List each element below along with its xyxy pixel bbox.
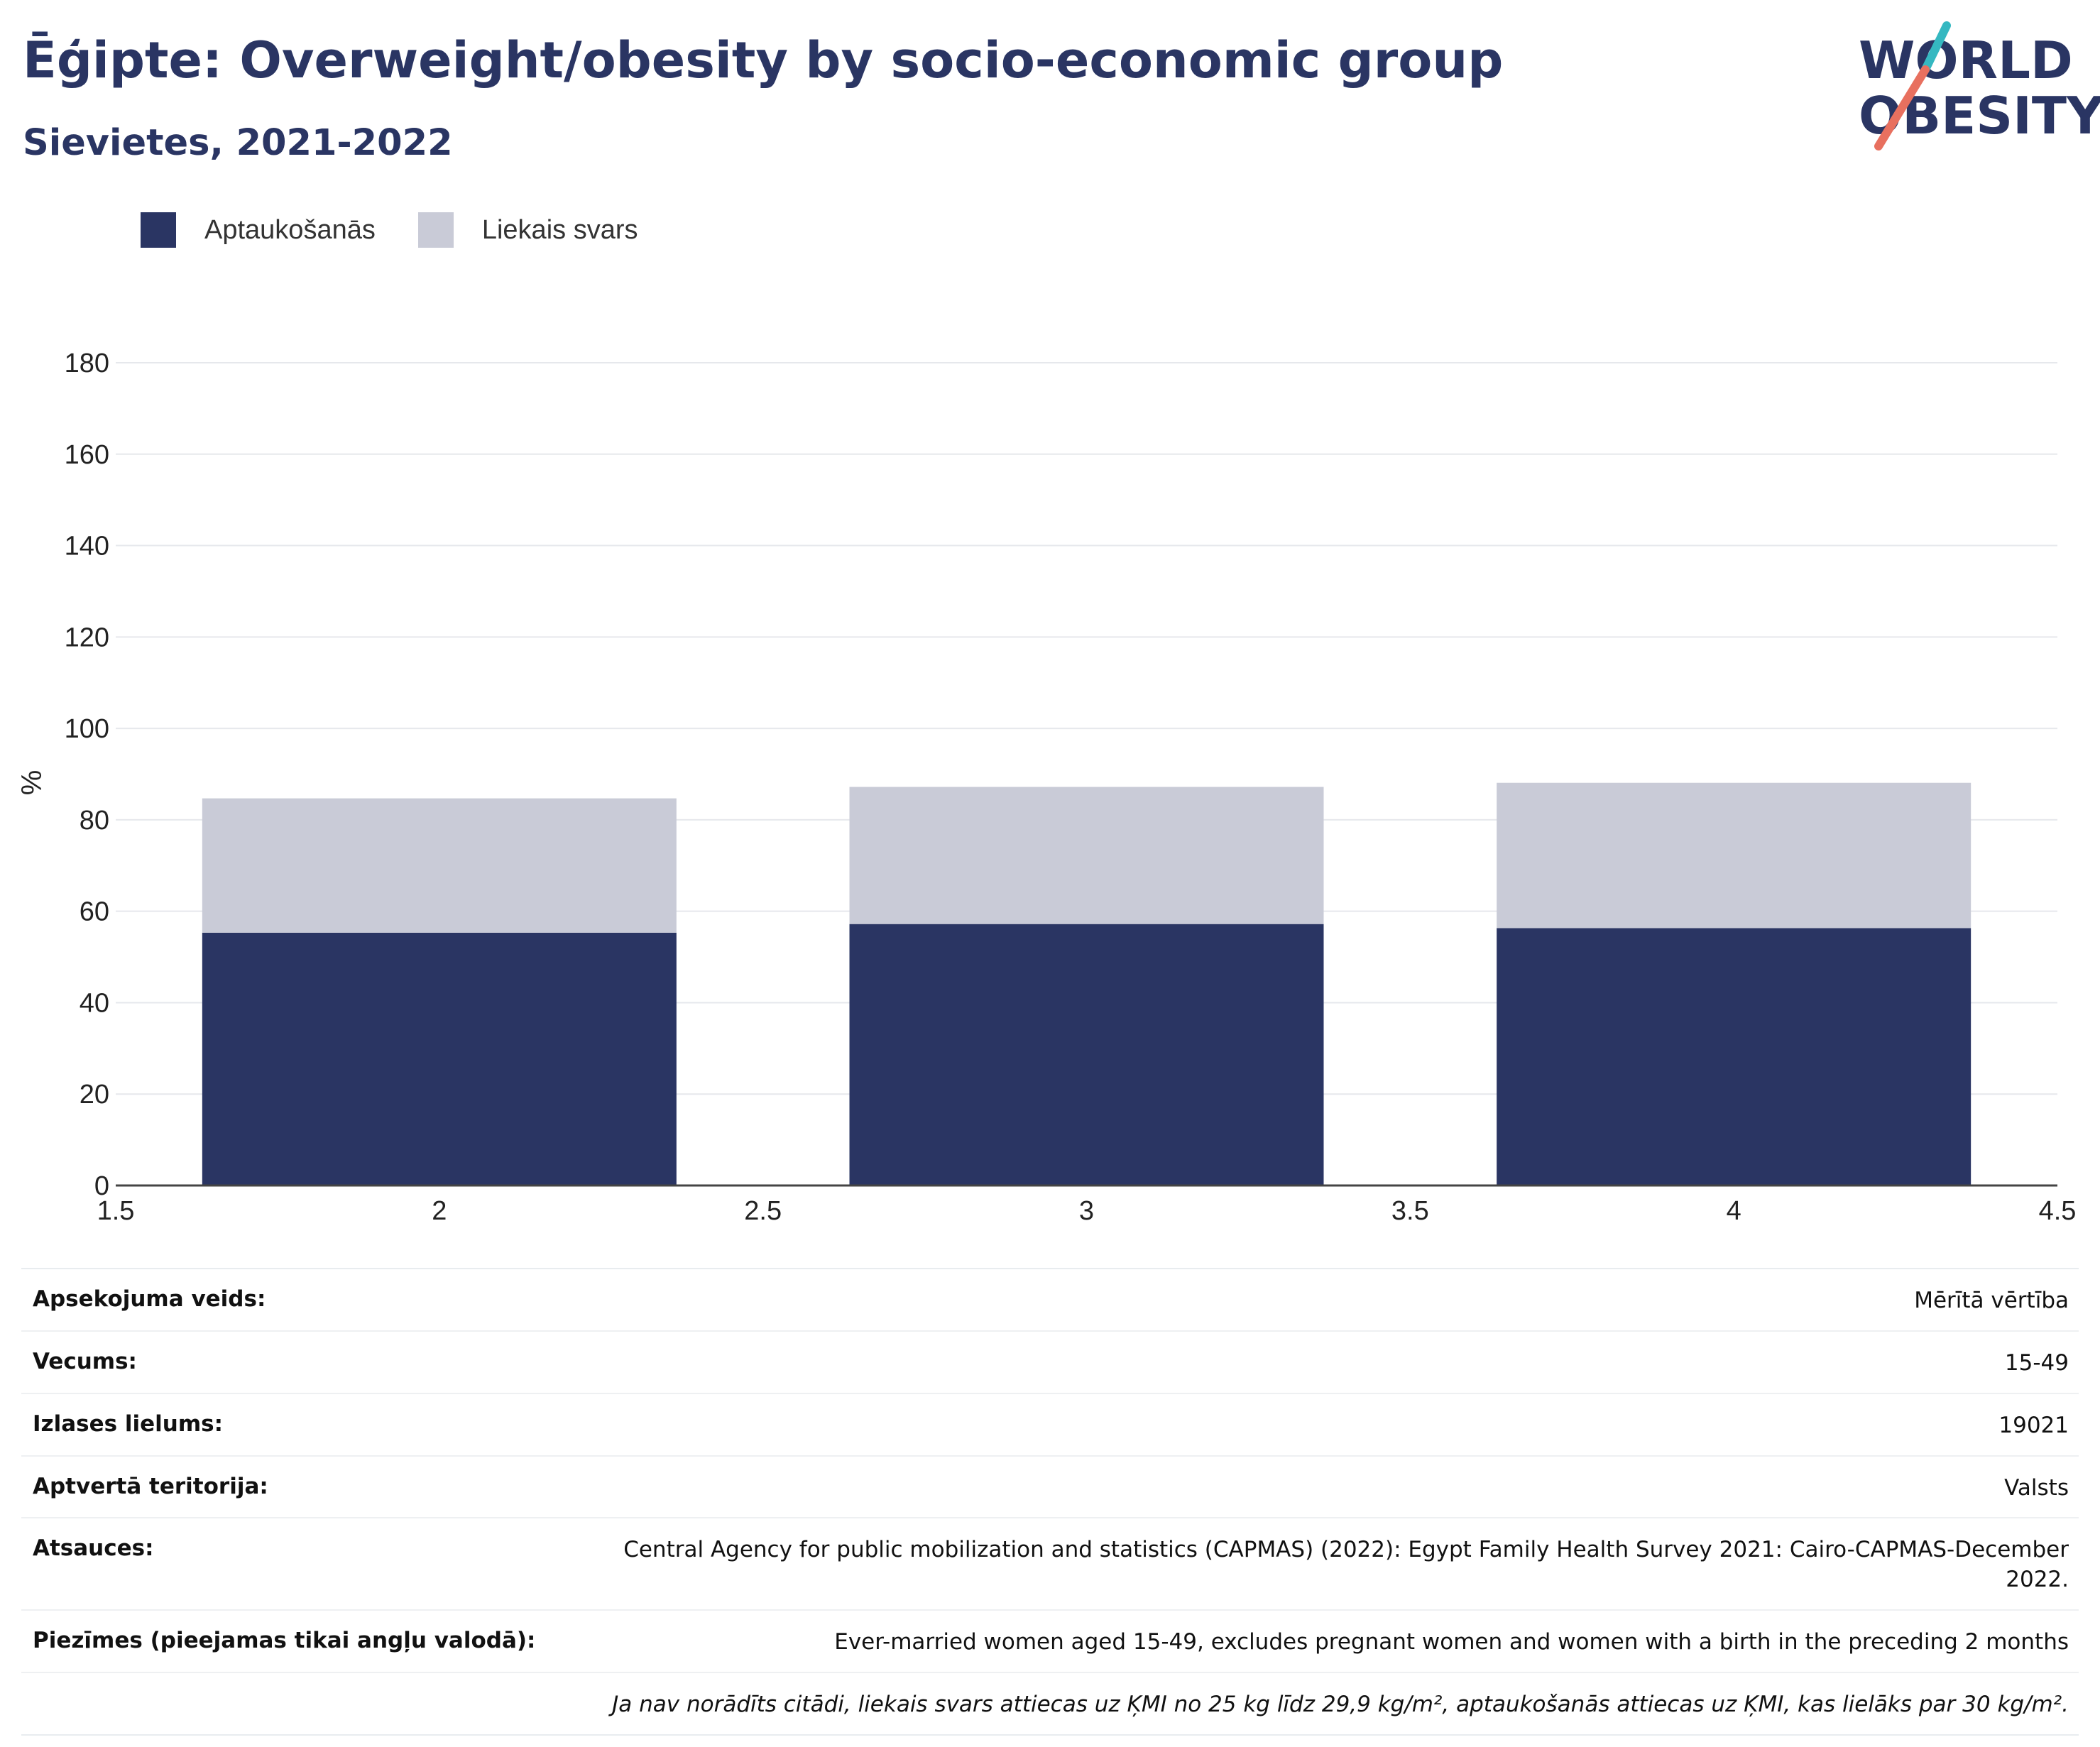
info-row-references: Atsauces: Central Agency for public mobi… bbox=[21, 1518, 2079, 1611]
legend-item-obesity[interactable]: Aptaukošanās bbox=[141, 212, 376, 248]
page-title: Ēģipte: Overweight/obesity by socio-econ… bbox=[23, 31, 1504, 89]
info-value: Central Agency for public mobilization a… bbox=[623, 1537, 2069, 1593]
x-tick-label: 2.5 bbox=[744, 1196, 782, 1226]
y-axis-label: % bbox=[16, 770, 48, 796]
y-tick-label: 180 bbox=[65, 349, 109, 378]
y-tick-label: 160 bbox=[65, 440, 109, 470]
y-tick-label: 20 bbox=[80, 1080, 109, 1110]
bar-overweight bbox=[1497, 782, 1972, 929]
bar-obesity bbox=[849, 924, 1324, 1185]
footnote-text: Ja nav norādīts citādi, liekais svars at… bbox=[612, 1691, 2069, 1717]
legend-label-overweight: Liekais svars bbox=[481, 214, 638, 245]
y-tick-label: 40 bbox=[80, 988, 109, 1018]
legend-swatch-overweight bbox=[417, 212, 454, 248]
y-tick-label: 60 bbox=[80, 897, 109, 927]
info-row-footnote: Ja nav norādīts citādi, liekais svars at… bbox=[21, 1673, 2079, 1734]
logo-line1: WORLD bbox=[1859, 31, 2073, 90]
legend-item-overweight[interactable]: Liekais svars bbox=[417, 212, 638, 248]
stacked-bar-chart: 0 20 40 60 80 100 120 140 160 180 1.5 2 2.5 3 3.5 4 4.5% bbox=[16, 349, 2077, 1226]
x-tick-label: 4.5 bbox=[2039, 1196, 2077, 1226]
info-row-sample-size: Izlases lielums: 19021 bbox=[21, 1394, 2079, 1457]
legend-swatch-obesity bbox=[141, 212, 176, 248]
legend-label-obesity: Aptaukošanās bbox=[204, 214, 376, 245]
page-subtitle: Sievietes, 2021-2022 bbox=[23, 122, 453, 164]
bar-overweight bbox=[202, 798, 677, 933]
y-tick-label: 80 bbox=[80, 806, 109, 836]
info-row-notes: Piezīmes (pieejamas tikai angļu valodā):… bbox=[21, 1611, 2079, 1673]
info-value: 19021 bbox=[1998, 1412, 2069, 1438]
info-label: Atsauces: bbox=[33, 1535, 154, 1562]
y-tick-label: 120 bbox=[65, 623, 109, 652]
y-tick-label: 100 bbox=[65, 714, 109, 744]
info-label: Aptvertā teritorija: bbox=[33, 1473, 268, 1499]
info-value: Mērītā vērtība bbox=[1914, 1288, 2069, 1313]
bar-overweight bbox=[849, 787, 1324, 924]
info-label: Apsekojuma veids: bbox=[33, 1286, 266, 1312]
logo-slash-top bbox=[1921, 21, 1951, 74]
x-tick-label: 1.5 bbox=[97, 1196, 135, 1226]
info-value: Valsts bbox=[2004, 1474, 2069, 1501]
x-tick-label: 3 bbox=[1079, 1196, 1094, 1226]
y-tick-label: 0 bbox=[94, 1171, 109, 1201]
info-value: Ever-married women aged 15-49, excludes … bbox=[834, 1629, 2069, 1655]
x-tick-label: 2 bbox=[432, 1196, 447, 1226]
x-tick-label: 3.5 bbox=[1391, 1196, 1429, 1226]
info-value: 15-49 bbox=[2004, 1349, 2069, 1376]
bar-obesity bbox=[202, 932, 677, 1185]
world-obesity-logo: WORLD OBESITY bbox=[1846, 20, 2100, 155]
x-tick-label: 4 bbox=[1727, 1196, 1741, 1226]
info-row-coverage: Aptvertā teritorija: Valsts bbox=[21, 1457, 2079, 1519]
y-tick-label: 140 bbox=[65, 532, 109, 562]
bar-obesity bbox=[1497, 928, 1972, 1185]
chart-legend: Aptaukošanās Liekais svars bbox=[141, 210, 680, 250]
info-label: Piezīmes (pieejamas tikai angļu valodā): bbox=[33, 1628, 536, 1654]
info-row-age: Vecums: 15-49 bbox=[21, 1332, 2079, 1394]
survey-info-table: Apsekojuma veids: Mērītā vērtība Vecums:… bbox=[21, 1268, 2079, 1736]
info-label: Izlases lielums: bbox=[33, 1411, 223, 1437]
info-label: Vecums: bbox=[33, 1348, 137, 1374]
logo-slash-bottom bbox=[1874, 65, 1930, 150]
info-row-survey-type: Apsekojuma veids: Mērītā vērtība bbox=[21, 1269, 2079, 1332]
